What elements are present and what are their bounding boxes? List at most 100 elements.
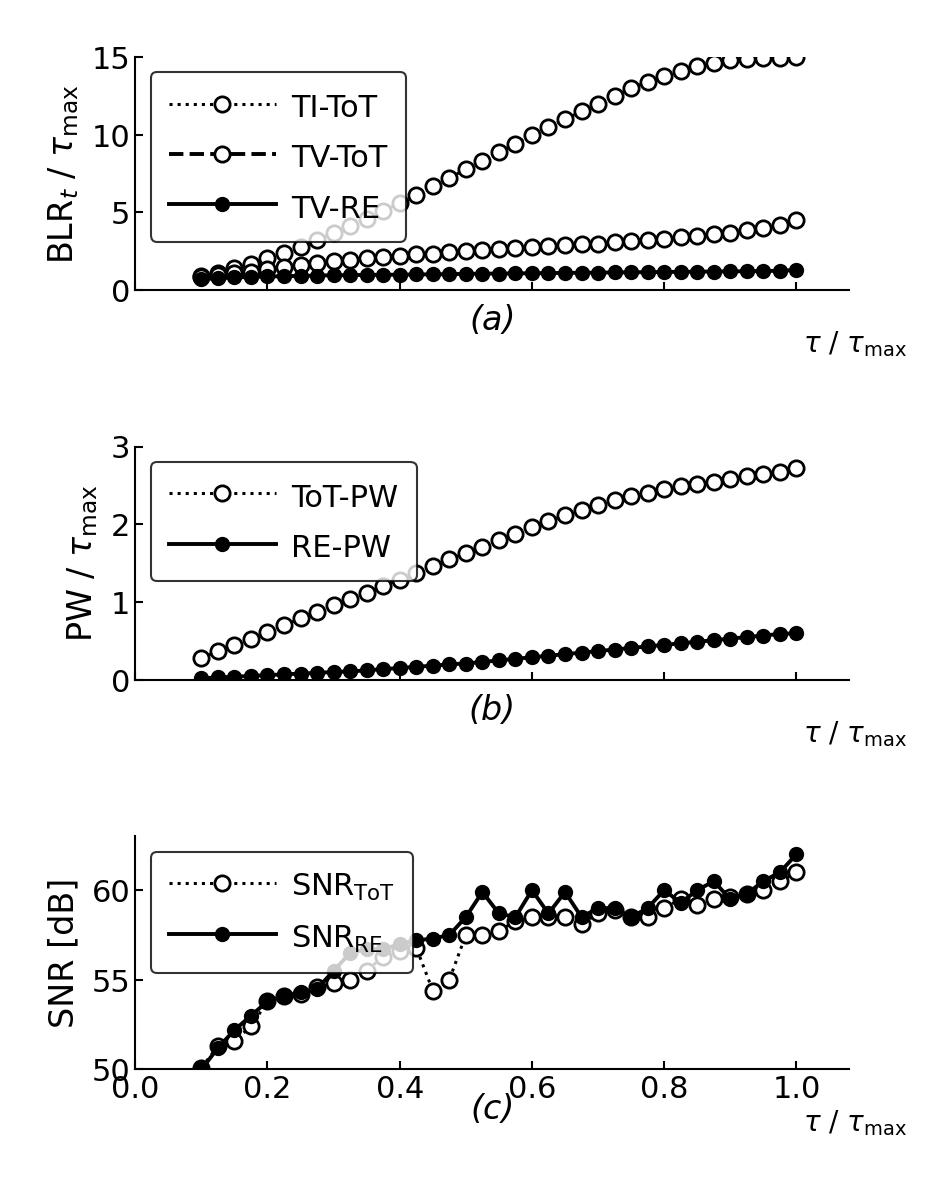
TI-ToT <box>542 120 553 134</box>
TV-RE <box>427 268 438 282</box>
TI-ToT <box>262 251 273 265</box>
TI-ToT <box>642 75 653 89</box>
TV-RE <box>724 264 735 278</box>
TV-RE <box>295 269 306 283</box>
SNR$_{\mathrm{ToT}}$ <box>774 874 786 888</box>
TV-ToT <box>642 233 653 247</box>
TV-RE <box>228 270 240 284</box>
SNR$_{\mathrm{ToT}}$ <box>724 890 735 905</box>
TV-RE <box>510 266 521 281</box>
TV-RE <box>526 266 537 281</box>
ToT-PW <box>378 579 389 593</box>
SNR$_{\mathrm{RE}}$ <box>262 995 273 1009</box>
SNR$_{\mathrm{RE}}$ <box>410 933 421 947</box>
RE-PW <box>542 649 553 663</box>
SNR$_{\mathrm{ToT}}$ <box>691 897 703 912</box>
TV-ToT <box>460 244 472 258</box>
ToT-PW <box>559 508 571 522</box>
RE-PW <box>427 658 438 673</box>
TI-ToT <box>790 50 802 64</box>
Line: ToT-PW: ToT-PW <box>194 461 804 665</box>
ToT-PW <box>625 489 636 503</box>
ToT-PW <box>245 631 257 645</box>
TI-ToT <box>691 59 703 73</box>
TI-ToT <box>460 162 472 176</box>
SNR$_{\mathrm{RE}}$ <box>493 907 504 921</box>
Text: (b): (b) <box>469 694 515 727</box>
SNR$_{\mathrm{RE}}$ <box>724 892 735 906</box>
TI-ToT <box>575 104 587 118</box>
TV-RE <box>642 265 653 279</box>
RE-PW <box>757 629 768 643</box>
RE-PW <box>196 671 207 686</box>
SNR$_{\mathrm{ToT}}$ <box>262 995 273 1009</box>
SNR$_{\mathrm{ToT}}$ <box>394 944 405 958</box>
Text: $\tau$ / $\tau_{\mathrm{max}}$: $\tau$ / $\tau_{\mathrm{max}}$ <box>803 329 907 359</box>
SNR$_{\mathrm{ToT}}$ <box>757 883 768 897</box>
RE-PW <box>691 635 703 649</box>
RE-PW <box>741 630 752 644</box>
TV-RE <box>460 266 472 281</box>
RE-PW <box>526 650 537 664</box>
RE-PW <box>625 641 636 655</box>
TV-ToT <box>228 266 240 281</box>
SNR$_{\mathrm{RE}}$ <box>460 910 472 925</box>
SNR$_{\mathrm{RE}}$ <box>394 937 405 951</box>
ToT-PW <box>228 638 240 652</box>
TV-RE <box>212 271 223 285</box>
RE-PW <box>360 663 372 677</box>
TV-ToT <box>493 242 504 256</box>
RE-PW <box>295 667 306 681</box>
ToT-PW <box>212 644 223 658</box>
Line: SNR$_{\mathrm{RE}}$: SNR$_{\mathrm{RE}}$ <box>195 848 802 1076</box>
RE-PW <box>790 626 802 641</box>
TV-ToT <box>262 263 273 277</box>
SNR$_{\mathrm{ToT}}$ <box>311 980 322 995</box>
RE-PW <box>278 668 289 682</box>
Line: RE-PW: RE-PW <box>195 628 802 684</box>
RE-PW <box>559 648 571 662</box>
SNR$_{\mathrm{ToT}}$ <box>344 973 356 987</box>
SNR$_{\mathrm{RE}}$ <box>741 887 752 901</box>
TV-ToT <box>526 240 537 255</box>
SNR$_{\mathrm{ToT}}$ <box>196 1061 207 1075</box>
TI-ToT <box>228 262 240 276</box>
TV-ToT <box>394 249 405 263</box>
TI-ToT <box>427 179 438 193</box>
SNR$_{\mathrm{RE}}$ <box>311 982 322 996</box>
ToT-PW <box>460 546 472 560</box>
ToT-PW <box>443 553 455 567</box>
SNR$_{\mathrm{ToT}}$ <box>790 866 802 880</box>
ToT-PW <box>196 651 207 665</box>
TV-ToT <box>542 239 553 253</box>
SNR$_{\mathrm{RE}}$ <box>443 928 455 942</box>
TV-RE <box>344 269 356 283</box>
TI-ToT <box>510 137 521 152</box>
TV-ToT <box>774 218 786 232</box>
ToT-PW <box>328 598 340 612</box>
TV-RE <box>559 266 571 281</box>
TV-ToT <box>625 234 636 249</box>
ToT-PW <box>476 540 488 554</box>
SNR$_{\mathrm{RE}}$ <box>212 1041 223 1055</box>
TI-ToT <box>774 51 786 65</box>
SNR$_{\mathrm{ToT}}$ <box>674 892 686 906</box>
RE-PW <box>575 645 587 659</box>
RE-PW <box>510 652 521 667</box>
TI-ToT <box>443 172 455 186</box>
RE-PW <box>493 654 504 668</box>
TV-RE <box>708 264 719 278</box>
TI-ToT <box>394 197 405 211</box>
ToT-PW <box>658 483 670 497</box>
SNR$_{\mathrm{ToT}}$ <box>658 901 670 915</box>
TV-RE <box>691 265 703 279</box>
TV-ToT <box>212 268 223 282</box>
TV-RE <box>658 265 670 279</box>
Text: $\tau$ / $\tau_{\mathrm{max}}$: $\tau$ / $\tau_{\mathrm{max}}$ <box>803 1108 907 1138</box>
SNR$_{\mathrm{RE}}$ <box>476 884 488 899</box>
TV-ToT <box>510 242 521 256</box>
TV-RE <box>493 266 504 281</box>
SNR$_{\mathrm{RE}}$ <box>559 884 571 899</box>
TV-RE <box>196 272 207 287</box>
TV-ToT <box>674 231 686 245</box>
